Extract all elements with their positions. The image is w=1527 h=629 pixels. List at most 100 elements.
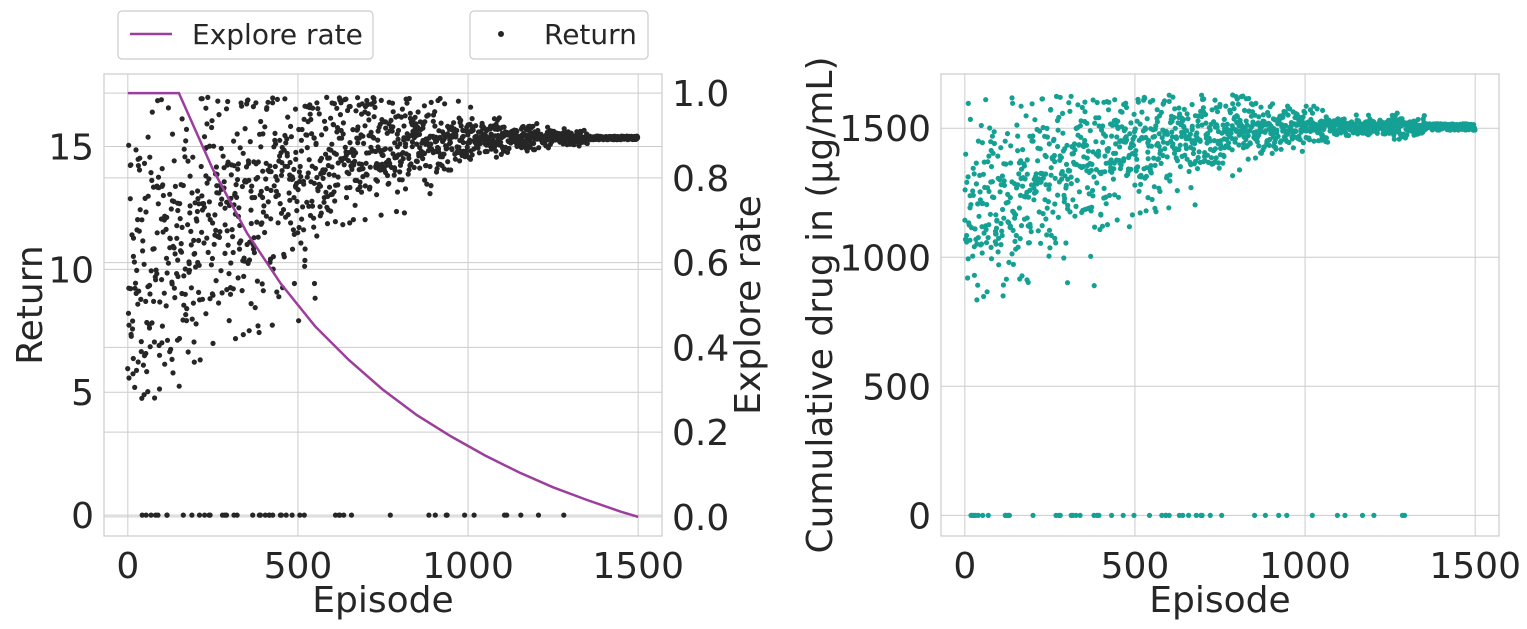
drug-point [1114,217,1120,223]
right-plot-frame [940,73,1500,537]
return-point [300,178,307,184]
return-point [375,137,381,143]
return-point [155,174,162,180]
drug-point [1001,182,1008,188]
drug-point [1029,101,1035,107]
drug-point [1067,108,1073,114]
return-point [323,151,329,157]
return-point [283,140,289,146]
drug-point [1287,106,1293,112]
return-point [417,165,423,171]
drug-point [997,189,1003,195]
drug-point [1030,133,1036,139]
drug-point [1121,156,1127,162]
drug-point [1131,134,1137,140]
return-point [441,151,447,157]
drug-point [1105,145,1112,152]
drug-point [1050,209,1056,215]
return-point [239,288,245,294]
return-point [265,199,271,205]
return-point [581,127,587,133]
drug-point [1234,114,1240,120]
drug-point [1178,133,1185,140]
drug-point [1195,123,1201,129]
return-point [320,175,326,181]
drug-point [1193,158,1199,164]
drug-point [1050,137,1057,144]
drug-point [1159,512,1165,519]
drug-point [1053,240,1059,246]
return-point [426,512,432,518]
y-tick-label: 1500 [839,109,931,150]
drug-point [1402,512,1408,519]
drug-point [1106,192,1113,198]
drug-point [1284,512,1290,519]
return-point [189,512,195,518]
return-point [140,362,146,368]
drug-point [1043,154,1049,160]
return-point [199,193,205,199]
return-point [291,195,297,201]
return-point [387,146,393,152]
drug-point [1167,178,1173,184]
drug-point [1209,107,1215,113]
return-point [189,190,195,196]
drug-point [973,160,979,166]
drug-point [1056,114,1062,120]
return-point [260,194,266,201]
return-point [275,220,281,226]
return-point [241,255,247,261]
drug-point [963,151,969,157]
return-point [164,337,171,343]
drug-point [1266,142,1272,148]
drug-point [1258,104,1264,110]
drug-point [1199,92,1205,98]
return-point [148,512,154,518]
return-point [296,318,302,324]
return-point [130,318,136,324]
return-point [399,177,405,183]
drug-point [1019,273,1025,279]
drug-point [964,232,970,239]
drug-point [1067,209,1073,215]
drug-point [1171,114,1177,121]
drug-point [1127,131,1133,137]
drug-point [1003,161,1009,167]
return-point [171,158,177,164]
return-point [252,305,258,311]
drug-point [1199,512,1205,519]
return-point [501,124,507,130]
return-point [315,106,321,112]
return-point [353,108,359,114]
drug-point [1236,142,1242,148]
return-point [223,512,230,518]
drug-point [1024,171,1030,177]
return-point [139,512,145,518]
return-point [402,113,408,119]
return-point [182,266,188,272]
return-point [138,296,144,302]
left-y2-tick-labels: 0.0 0.2 0.4 0.6 0.8 1.0 [672,74,729,539]
return-point [145,134,151,140]
return-point [532,147,538,153]
drug-point [1212,97,1218,103]
return-point [312,165,319,171]
right-y-axis-label: Cumulative drug in (μg/mL) [800,56,841,553]
return-point [143,512,149,518]
return-point [155,201,161,207]
drug-point [975,201,981,207]
return-point [238,238,244,244]
return-point [183,318,190,324]
return-point [306,157,312,163]
return-point [212,212,218,218]
return-point [248,301,254,307]
return-point [170,370,176,376]
return-point [250,512,256,518]
drug-point [1112,97,1118,103]
drug-point [1052,201,1058,207]
return-point [222,250,228,256]
return-point [129,326,136,332]
drug-point [1197,137,1203,143]
return-point [263,176,269,182]
return-point [372,104,378,110]
